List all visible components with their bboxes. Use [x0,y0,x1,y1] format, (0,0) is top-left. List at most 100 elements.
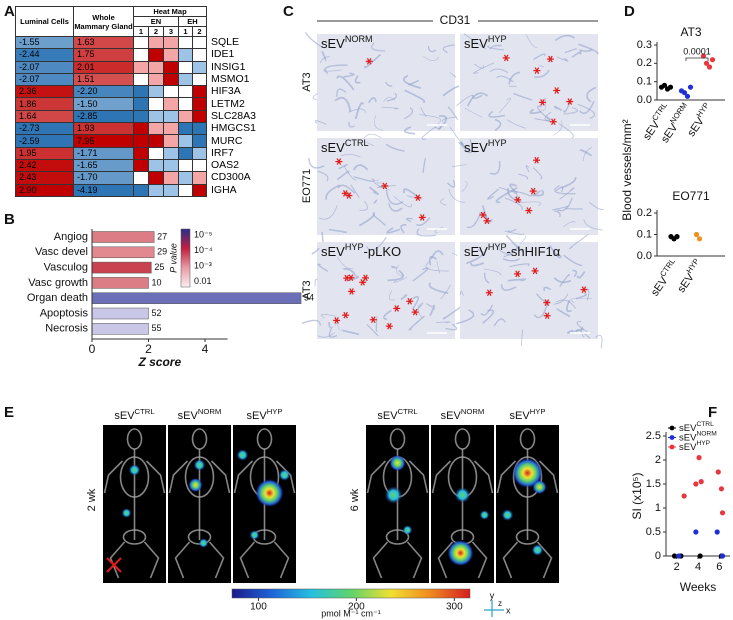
value-cell: 1.63 [74,37,134,49]
label-superscript: HYP [267,407,283,416]
label-superscript: NORM [461,407,485,416]
data-point [720,553,725,558]
heatmap-cell [179,184,193,196]
heatmap-cell [193,123,207,135]
gene-name: IGHA [207,184,267,196]
table-row: 2.42-1.65 OAS2 [16,159,267,171]
imaging-panel [103,425,166,583]
gene-name: MURC [207,135,267,147]
heatmap-cell [193,147,207,159]
x-tick-label: sEVCTRL [646,256,682,298]
heatmap-cell [164,123,179,135]
row-label: EO771 [301,169,313,203]
value-cell: -1.65 [74,159,134,171]
signal-hotspot [250,530,260,540]
value-cell: 2.42 [16,159,74,171]
bar [92,247,154,258]
heatmap-cell [193,61,207,73]
data-point [693,481,698,486]
bar [92,277,149,288]
label-text: sEV [675,271,697,295]
group-cell: EH [179,17,207,27]
x-tick-label: 2 [674,561,680,573]
header-row: Luminal Cells Whole Mammary Gland Heat M… [16,7,267,17]
axis-indicator-label: z [498,599,502,608]
timepoint-label: 2 wk [86,488,98,511]
micrograph-label: sEVHYP-shHIF1α [464,242,561,259]
heatmap-cell [149,98,164,110]
data-point [720,510,725,515]
signal-hotspot [279,469,291,481]
bar [92,323,149,334]
legend-marker [670,445,675,450]
colorbar-tick-label: 300 [446,602,463,613]
label-text: sEV [114,410,135,422]
y-tick-label: 1 [655,502,661,514]
gene-name: SLC28A3 [207,110,267,122]
count-label: 52 [152,308,162,318]
signal-hotspot [194,459,206,471]
gene-name: SQLE [207,37,267,49]
value-cell: -2.07 [16,73,74,85]
heatmap-cell [193,110,207,122]
replicate-cell: 2 [193,27,207,37]
heatmap-cell [193,86,207,98]
axis-indicator-label: y [490,590,495,600]
bar [92,262,151,273]
tissue-texture [595,335,602,348]
heatmap-cell [179,147,193,159]
gene-name: INSIG1 [207,61,267,73]
heatmap-cell [134,123,149,135]
heatmap-cell [164,159,179,171]
panel-label: D [624,3,635,20]
value-cell: -1.50 [74,98,134,110]
heatmap-cell [179,73,193,85]
tissue-texture [313,94,317,100]
y-tick-label: 0.5 [646,526,661,538]
value-cell: -2.20 [74,86,134,98]
gene-name: OAS2 [207,159,267,171]
signal-hotspot [199,538,209,548]
table-row: 1.86-1.50LETM2 [16,98,267,110]
chart-title: AT3 [680,25,701,39]
heatmap-cell [134,135,149,147]
gene-name: IDE1 [207,49,267,61]
label-text: sEV [247,410,268,422]
heatmap-cell [193,184,207,196]
signal-hotspot [533,480,547,494]
header-cell: Whole Mammary Gland [74,7,134,37]
heatmap-cell [149,110,164,122]
heatmap-cell [134,172,149,184]
data-point [693,529,698,534]
imaging-label: sEVCTRL [377,407,418,422]
gene-name: MSMO1 [207,73,267,85]
heatmap-cell [179,172,193,184]
label-superscript: HYP [345,242,364,252]
heatmap-cell [149,135,164,147]
label-superscript: NORM [345,34,373,44]
panel-label: F [708,404,717,421]
table-row: 2.90-4.19IGHA [16,184,267,196]
signal-hotspot [189,478,203,492]
imaging-label: sEVCTRL [114,407,155,422]
data-point [668,85,673,90]
gene-name: LETM2 [207,98,267,110]
x-tick-label: 4 [695,561,701,573]
data-point [699,479,704,484]
category-label: Angiog [54,231,88,243]
label-text: sEV [464,36,488,51]
value-cell: 1.95 [16,147,74,159]
signal-hotspot [502,509,514,521]
label-text: sEV [685,115,707,139]
group-cell: EN [134,17,179,27]
heatmap-cell [179,37,193,49]
label-suffix: -pLKO [364,244,402,259]
table-row: -2.731.93HMGCS1 [16,123,267,135]
timepoint-label: 6 wk [349,488,361,511]
data-point [688,85,693,90]
significance-bracket [686,58,708,61]
heatmap-cell [134,147,149,159]
table-row: 1.95-1.71IRF7 [16,147,267,159]
colorbar-label: 10⁻³ [194,260,212,270]
imaging-panel [233,425,296,583]
